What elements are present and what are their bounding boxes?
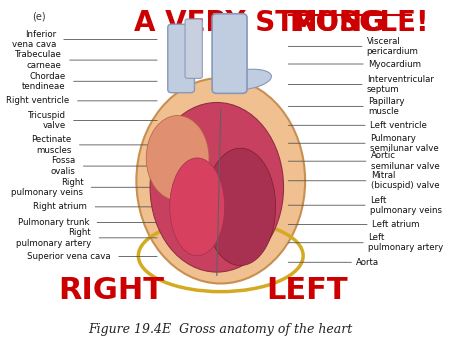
Text: Left
pulmonary veins: Left pulmonary veins — [370, 195, 442, 215]
Ellipse shape — [150, 102, 284, 272]
Ellipse shape — [170, 158, 225, 256]
Text: Pectinate
muscles: Pectinate muscles — [32, 135, 72, 154]
Text: MUSCLE!: MUSCLE! — [289, 8, 429, 37]
Ellipse shape — [146, 116, 209, 200]
Ellipse shape — [205, 148, 276, 266]
Text: Superior vena cava: Superior vena cava — [27, 252, 111, 261]
FancyBboxPatch shape — [185, 19, 202, 78]
Text: Tricuspid
valve: Tricuspid valve — [28, 111, 66, 130]
Text: Pulmonary trunk: Pulmonary trunk — [18, 218, 89, 227]
Text: Inferior
vena cava: Inferior vena cava — [12, 30, 56, 49]
Text: Left ventricle: Left ventricle — [370, 121, 427, 130]
Text: Right atrium: Right atrium — [33, 202, 87, 211]
Text: Aortic
semilunar valve: Aortic semilunar valve — [371, 151, 439, 171]
Text: Right ventricle: Right ventricle — [6, 96, 70, 105]
FancyBboxPatch shape — [168, 24, 194, 93]
Text: Papillary
muscle: Papillary muscle — [368, 97, 405, 116]
Ellipse shape — [217, 69, 271, 90]
Text: (e): (e) — [32, 11, 46, 21]
Text: Pulmonary
semilunar valve: Pulmonary semilunar valve — [370, 134, 439, 153]
Text: Fossa
ovalis: Fossa ovalis — [51, 156, 76, 176]
Text: Trabeculae
carneae: Trabeculae carneae — [15, 50, 62, 70]
Text: Myocardium: Myocardium — [368, 59, 421, 69]
Text: LEFT: LEFT — [266, 275, 348, 305]
Text: RIGHT: RIGHT — [58, 275, 164, 305]
Text: Figure 19.4E  Gross anatomy of the heart: Figure 19.4E Gross anatomy of the heart — [89, 323, 353, 336]
Text: Right
pulmonary veins: Right pulmonary veins — [11, 177, 83, 197]
Text: Left
pulmonary artery: Left pulmonary artery — [368, 233, 443, 252]
Text: Chordae
tendineae: Chordae tendineae — [22, 72, 66, 91]
Text: Aorta: Aorta — [356, 258, 379, 267]
Text: Right
pulmonary artery: Right pulmonary artery — [16, 228, 91, 247]
FancyBboxPatch shape — [212, 14, 247, 93]
Ellipse shape — [136, 78, 305, 284]
Text: Mitral
(bicuspid) valve: Mitral (bicuspid) valve — [371, 171, 439, 190]
Text: Interventricular
septum: Interventricular septum — [367, 75, 434, 94]
Text: Visceral
pericardium: Visceral pericardium — [367, 37, 419, 56]
Text: Left atrium: Left atrium — [372, 220, 419, 229]
Text: A VERY STRONG: A VERY STRONG — [135, 8, 395, 37]
